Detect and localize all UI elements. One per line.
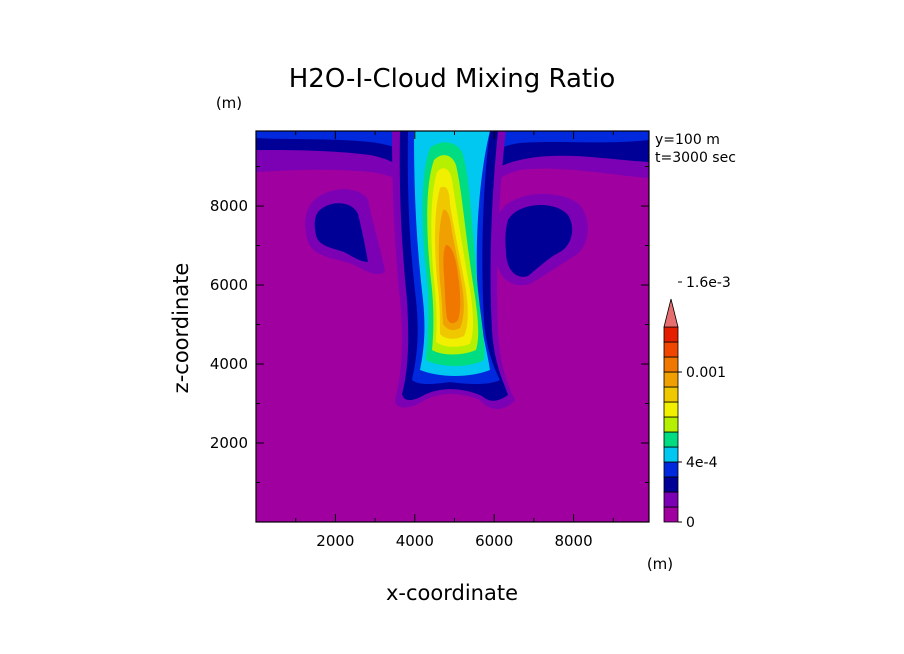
colorbar-tick-label: 0 xyxy=(686,515,695,531)
colorbar-swatch xyxy=(663,476,679,493)
colorbar-swatch xyxy=(663,446,679,463)
colorbar-swatch xyxy=(663,431,679,448)
y-tick-label: 4000 xyxy=(210,355,248,373)
chart-title: H2O-I-Cloud Mixing Ratio xyxy=(289,64,616,94)
y-axis-label: z-coordinate xyxy=(169,263,193,394)
y-tick-label: 2000 xyxy=(210,434,248,452)
x-unit-label: (m) xyxy=(647,555,673,573)
y-unit-label: (m) xyxy=(216,94,242,112)
plot-area xyxy=(256,131,649,522)
colorbar-tick-label: 4e-4 xyxy=(686,455,718,471)
colorbar-swatch xyxy=(663,356,679,373)
x-axis-label: x-coordinate xyxy=(386,581,518,605)
colorbar-swatch xyxy=(663,491,679,508)
contour-plume-level-10 xyxy=(443,245,461,324)
plot-frame xyxy=(255,130,650,523)
x-axis-ticks: 2000 4000 6000 8000 xyxy=(295,131,614,550)
colorbar-swatch xyxy=(663,416,679,433)
x-tick-label: 8000 xyxy=(554,532,592,550)
colorbar: 0 4e-4 0.001 1.6e-3 xyxy=(663,275,731,531)
y-axis-ticks: 2000 4000 6000 8000 xyxy=(210,166,649,484)
contour-right-lobe-level-2 xyxy=(505,204,573,277)
colorbar-swatch xyxy=(663,506,679,523)
colorbar-extend-triangle xyxy=(663,298,679,328)
colorbar-tick-label: 0.001 xyxy=(686,365,726,381)
colorbar-tick-label: 1.6e-3 xyxy=(686,275,731,291)
x-tick-label: 6000 xyxy=(475,532,513,550)
colorbar-swatch xyxy=(663,401,679,418)
colorbar-swatch xyxy=(663,326,679,343)
y-tick-label: 8000 xyxy=(210,197,248,215)
colorbar-swatch xyxy=(663,461,679,478)
x-tick-label: 2000 xyxy=(316,532,354,550)
annotation-t: t=3000 sec xyxy=(655,150,736,166)
annotation-y: y=100 m xyxy=(655,132,720,148)
x-tick-label: 4000 xyxy=(396,532,434,550)
contour-left-lobe-level-2 xyxy=(314,203,368,262)
colorbar-swatch xyxy=(663,371,679,388)
y-tick-label: 6000 xyxy=(210,276,248,294)
colorbar-swatch xyxy=(663,341,679,358)
colorbar-swatch xyxy=(663,386,679,403)
